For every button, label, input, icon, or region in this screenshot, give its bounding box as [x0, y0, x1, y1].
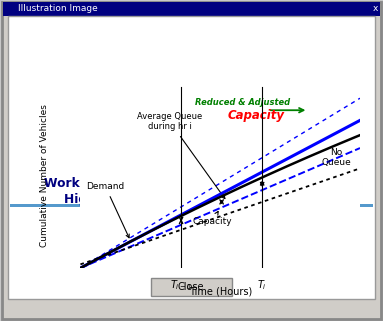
Text: x: x — [372, 4, 378, 13]
Bar — [10, 204, 373, 207]
Text: Close: Close — [178, 282, 204, 292]
Text: $T_i$: $T_i$ — [257, 278, 267, 292]
Text: Highway Capacity Manual (Chap. 29): Highway Capacity Manual (Chap. 29) — [64, 193, 318, 205]
Text: $T_{i-1}$: $T_{i-1}$ — [170, 278, 192, 292]
Text: Time (Hours): Time (Hours) — [188, 286, 252, 297]
Text: Demand: Demand — [87, 182, 129, 238]
FancyBboxPatch shape — [151, 278, 232, 296]
Text: Work-zone Delay: Demand-Capacity Model: Work-zone Delay: Demand-Capacity Model — [44, 177, 338, 189]
Text: Cumulative Number of Vehicles: Cumulative Number of Vehicles — [39, 104, 49, 247]
Text: No
Queue: No Queue — [321, 148, 351, 167]
Text: Average Queue
during hr i: Average Queue during hr i — [137, 112, 225, 199]
Bar — [8, 16, 375, 299]
Text: Illustration Image: Illustration Image — [18, 4, 98, 13]
Bar — [3, 2, 380, 16]
Text: Capacity: Capacity — [192, 212, 232, 226]
Text: Capacity: Capacity — [228, 109, 285, 122]
Text: Reduced & Adjusted: Reduced & Adjusted — [195, 98, 290, 107]
